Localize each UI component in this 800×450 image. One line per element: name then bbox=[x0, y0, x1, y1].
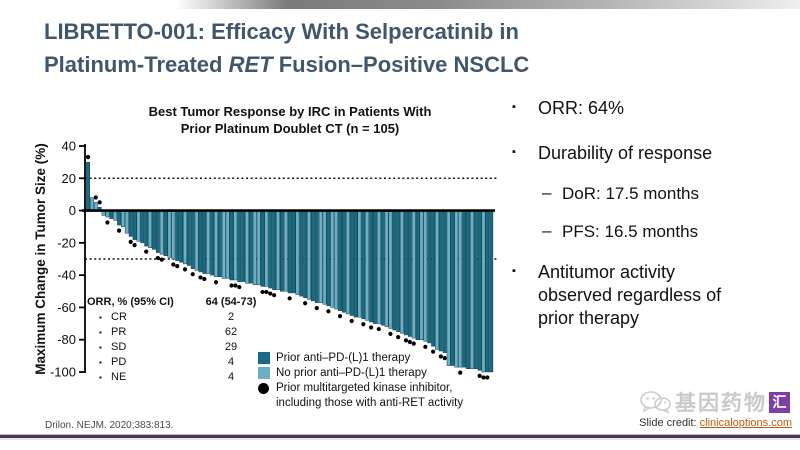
legend-item-no-prior-pd1: No prior anti–PD-(L)1 therapy bbox=[258, 367, 463, 379]
wechat-icon bbox=[640, 391, 671, 414]
svg-text:Maximum Change in Tumor Size (: Maximum Change in Tumor Size (%) bbox=[33, 143, 48, 375]
list-item-pfs: – PFS: 16.5 months bbox=[542, 221, 797, 243]
svg-text:0: 0 bbox=[69, 203, 76, 218]
orr-header-label: ORR, % (95% CI) bbox=[87, 296, 174, 308]
legend-item-prior-mki: Prior multitargeted kinase inhibitor, bbox=[258, 382, 463, 394]
square-bullet-icon: ▪ bbox=[99, 343, 102, 352]
bullet-text: Durability of response bbox=[538, 143, 713, 163]
bullet-text: Antitumor activity observed regardless o… bbox=[538, 262, 722, 328]
list-item-durability: ▪ Durability of response bbox=[512, 142, 797, 165]
list-item-antitumor: ▪ Antitumor activity observed regardless… bbox=[512, 261, 797, 330]
watermark-text: 基因药物 bbox=[675, 392, 767, 415]
title-line1: LIBRETTO-001: Efficacy With Selpercatini… bbox=[44, 19, 519, 44]
list-item-dor: – DoR: 17.5 months bbox=[542, 183, 797, 205]
svg-text:-100: -100 bbox=[50, 365, 76, 380]
orr-row-label: PR bbox=[111, 326, 127, 338]
legend-label-continuation: including those with anti-RET activity bbox=[276, 397, 464, 409]
light-teal-swatch-icon bbox=[258, 367, 270, 379]
chart-legend: Prior anti–PD-(L)1 therapy No prior anti… bbox=[258, 352, 463, 410]
dash-bullet-icon: – bbox=[542, 221, 552, 240]
table-row: ▪ PR 62 bbox=[87, 325, 267, 340]
square-bullet-icon: ▪ bbox=[99, 373, 102, 382]
svg-text:-80: -80 bbox=[57, 332, 76, 347]
orr-row-value: 4 bbox=[227, 356, 235, 368]
svg-text:-40: -40 bbox=[57, 268, 76, 283]
table-row: ▪ PD 4 bbox=[87, 355, 267, 370]
svg-text:20: 20 bbox=[62, 171, 76, 186]
orr-row-value: 62 bbox=[224, 326, 238, 338]
legend-item-prior-pd1: Prior anti–PD-(L)1 therapy bbox=[258, 352, 463, 364]
dark-teal-swatch-icon bbox=[258, 352, 270, 364]
credit-link[interactable]: clinicaloptions.com bbox=[699, 417, 792, 429]
title-line2-post: Fusion–Positive NSCLC bbox=[272, 51, 530, 77]
svg-text:-60: -60 bbox=[57, 300, 76, 315]
orr-row-label: CR bbox=[111, 311, 127, 323]
page-title: LIBRETTO-001: Efficacy With Selpercatini… bbox=[44, 16, 744, 81]
table-row: ▪ CR 2 bbox=[87, 310, 267, 325]
bullet-text: ORR: 64% bbox=[538, 98, 625, 118]
svg-text:40: 40 bbox=[62, 139, 76, 154]
legend-label: Prior anti–PD-(L)1 therapy bbox=[276, 352, 411, 364]
orr-row-value: 29 bbox=[224, 341, 238, 353]
chart-title: Best Tumor Response by IRC in Patients W… bbox=[110, 104, 470, 138]
square-bullet-icon: ▪ bbox=[99, 313, 102, 322]
top-gradient-bar bbox=[0, 0, 800, 9]
credit-prefix: Slide credit: bbox=[639, 417, 700, 429]
dash-bullet-icon: – bbox=[542, 183, 552, 202]
legend-label: No prior anti–PD-(L)1 therapy bbox=[276, 367, 427, 379]
key-findings-list: ▪ ORR: 64% ▪ Durability of response – Do… bbox=[512, 97, 797, 330]
list-item-orr: ▪ ORR: 64% bbox=[512, 97, 797, 120]
title-gene-name: RET bbox=[228, 51, 273, 77]
watermark: 基因药物 汇 bbox=[639, 387, 790, 417]
title-line2-pre: Platinum-Treated bbox=[44, 51, 229, 77]
bottom-border-line bbox=[0, 434, 800, 440]
black-dot-icon bbox=[258, 382, 269, 394]
orr-row-value: 2 bbox=[227, 311, 235, 323]
square-bullet-icon: ▪ bbox=[99, 328, 102, 337]
square-bullet-icon: ▪ bbox=[99, 358, 102, 367]
chart-title-line1: Best Tumor Response by IRC in Patients W… bbox=[148, 104, 432, 119]
square-bullet-icon: ▪ bbox=[512, 265, 516, 277]
legend-label: Prior multitargeted kinase inhibitor, bbox=[276, 382, 453, 394]
orr-row-label: NE bbox=[111, 371, 127, 383]
citation: Drilon. NEJM. 2020;383:813. bbox=[45, 420, 174, 431]
orr-table-header: ORR, % (95% CI) 64 (54-73) bbox=[87, 296, 267, 308]
orr-row-label: SD bbox=[111, 341, 127, 353]
bullet-text: PFS: 16.5 months bbox=[562, 222, 699, 241]
watermark-badge: 汇 bbox=[769, 391, 790, 413]
svg-text:-20: -20 bbox=[57, 235, 76, 250]
square-bullet-icon: ▪ bbox=[512, 101, 516, 113]
bullet-text: DoR: 17.5 months bbox=[562, 184, 700, 203]
orr-row-value: 4 bbox=[227, 371, 235, 383]
slide-credit: Slide credit: clinicaloptions.com bbox=[639, 417, 792, 429]
table-row: ▪ SD 29 bbox=[87, 340, 267, 355]
square-bullet-icon: ▪ bbox=[512, 146, 516, 158]
orr-row-label: PD bbox=[111, 356, 127, 368]
orr-header-value: 64 (54-73) bbox=[205, 296, 257, 308]
table-row: ▪ NE 4 bbox=[87, 370, 267, 385]
chart-title-line2: Prior Platinum Doublet CT (n = 105) bbox=[180, 120, 400, 136]
orr-table: ORR, % (95% CI) 64 (54-73) ▪ CR 2 ▪ PR 6… bbox=[87, 296, 267, 385]
